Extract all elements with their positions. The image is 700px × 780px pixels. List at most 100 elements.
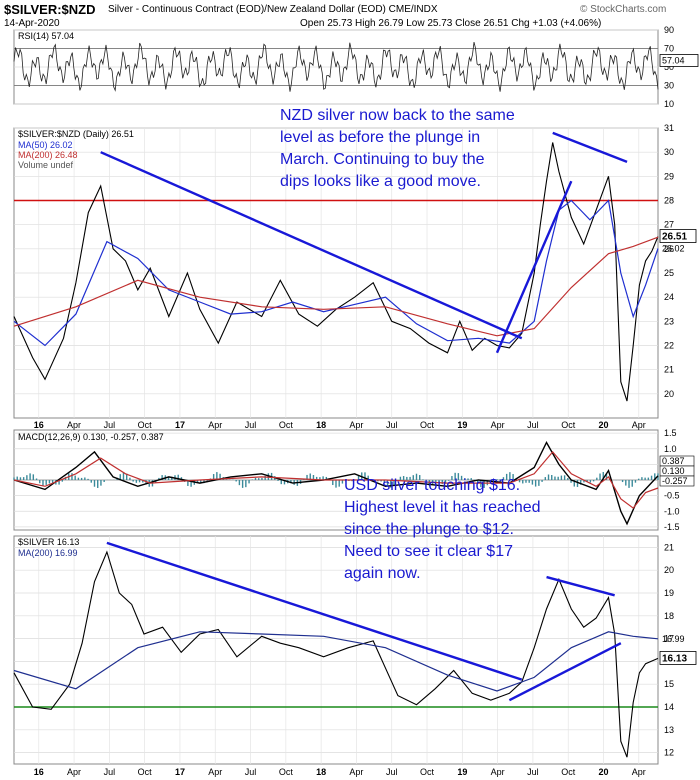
watermark: © StockCharts.com	[580, 4, 667, 15]
series-line-1-2	[13, 236, 659, 337]
y-tick-label-0-0: 90	[664, 25, 674, 35]
x-tick-label-1-15: Oct	[561, 420, 576, 430]
series-line-3-0	[13, 550, 659, 758]
chart-date: 14-Apr-2020	[4, 18, 60, 29]
symbol-description: Silver - Continuous Contract (EOD)/New Z…	[108, 4, 438, 15]
x-tick-label-3-16: 20	[598, 767, 608, 777]
y-tick-label-3-9: 12	[664, 748, 674, 758]
x-tick-label-1-11: Oct	[420, 420, 435, 430]
y-tick-label-0-4: 10	[664, 99, 674, 109]
x-tick-label-1-17: Apr	[632, 420, 646, 430]
nzd-annotation-line-3: dips looks like a good move.	[280, 173, 481, 190]
usd-annotation-line-3: Need to see it clear $17	[344, 543, 513, 560]
x-tick-label-3-4: 17	[175, 767, 185, 777]
rsi-line	[13, 42, 659, 92]
y-tick-label-2-0: 1.5	[664, 428, 677, 438]
usd-legend-0: MA(200) 16.99	[18, 548, 78, 558]
x-tick-label-1-0: 16	[34, 420, 44, 430]
nzd-annotation-line-2: March. Continuing to buy the	[280, 151, 485, 168]
y-tick-label-3-8: 13	[664, 725, 674, 735]
x-tick-label-3-17: Apr	[632, 767, 646, 777]
y-tick-label-1-1: 30	[664, 147, 674, 157]
y-tick-label-0-3: 30	[664, 81, 674, 91]
x-tick-label-1-6: Jul	[245, 420, 257, 430]
y-tick-label-3-4: 17	[664, 634, 674, 644]
x-tick-label-3-0: 16	[34, 767, 44, 777]
y-tick-label-0-2: 50	[664, 62, 674, 72]
nzd-legend-2: Volume undef	[18, 160, 74, 170]
usd-trendline-down	[106, 541, 523, 681]
y-tick-label-2-4: -0.5	[664, 491, 680, 501]
x-tick-label-1-7: Oct	[279, 420, 294, 430]
x-tick-label-3-10: Jul	[386, 767, 398, 777]
macd-label-1: 0.130	[662, 466, 685, 476]
x-tick-label-3-7: Oct	[279, 767, 294, 777]
x-tick-label-1-13: Apr	[491, 420, 505, 430]
x-tick-label-3-15: Oct	[561, 767, 576, 777]
symbol-title: $SILVER:$NZD	[4, 2, 96, 17]
macd-label-box-2	[659, 475, 695, 487]
x-tick-label-1-14: Jul	[527, 420, 539, 430]
x-tick-label-3-1: Apr	[67, 767, 81, 777]
nzd-title: $SILVER:$NZD (Daily) 26.51	[18, 129, 134, 139]
y-tick-label-1-9: 22	[664, 341, 674, 351]
macd-title: MACD(12,26,9) 0.130, -0.257, 0.387	[18, 432, 164, 442]
y-tick-label-3-2: 19	[664, 588, 674, 598]
y-tick-label-2-5: -1.0	[664, 506, 680, 516]
nzd-trendline-down	[100, 151, 523, 340]
x-tick-label-3-5: Apr	[208, 767, 222, 777]
usd-last-box	[659, 651, 697, 665]
x-tick-label-3-8: 18	[316, 767, 326, 777]
series-line-1-0	[13, 142, 659, 402]
x-tick-label-1-12: 19	[457, 420, 467, 430]
y-tick-label-0-1: 70	[664, 44, 674, 54]
x-tick-label-3-13: Apr	[491, 767, 505, 777]
nzd-annotation-line-1: level as before the plunge in	[280, 129, 480, 146]
y-tick-label-1-7: 24	[664, 292, 674, 302]
rsi-title: RSI(14) 57.04	[18, 31, 74, 41]
series-line-2-1	[13, 450, 659, 509]
x-tick-label-1-10: Jul	[386, 420, 398, 430]
nzd-trendline-top	[552, 131, 628, 163]
y-tick-label-1-6: 25	[664, 268, 674, 278]
nzd-legend-1: MA(200) 26.48	[18, 150, 78, 160]
x-tick-label-1-2: Jul	[104, 420, 116, 430]
nzd-annotation-line-0: NZD silver now back to the same	[280, 107, 515, 124]
y-tick-label-3-0: 21	[664, 542, 674, 552]
y-tick-label-2-1: 1.0	[664, 444, 677, 454]
usd-title: $SILVER 16.13	[18, 537, 79, 547]
y-tick-label-3-1: 20	[664, 565, 674, 575]
nzd-last-label: 26.51	[662, 232, 687, 243]
x-tick-label-3-3: Oct	[138, 767, 153, 777]
x-tick-label-3-6: Jul	[245, 767, 257, 777]
y-tick-label-1-3: 28	[664, 196, 674, 206]
usd-annotation-line-0: USD silver touching $16.	[344, 477, 520, 494]
y-tick-label-3-6: 15	[664, 679, 674, 689]
x-tick-label-3-2: Jul	[104, 767, 116, 777]
symbol-label: $SILVER:$NZD	[4, 2, 96, 17]
series-line-2-0	[13, 441, 659, 526]
series-line-1-1	[13, 199, 659, 347]
x-tick-label-1-4: 17	[175, 420, 185, 430]
y-tick-label-1-2: 29	[664, 171, 674, 181]
x-tick-label-1-5: Apr	[208, 420, 222, 430]
x-tick-label-3-11: Oct	[420, 767, 435, 777]
y-tick-label-1-0: 31	[664, 123, 674, 133]
y-tick-label-1-8: 23	[664, 316, 674, 326]
usd-trendline-top	[546, 575, 615, 597]
x-tick-label-3-9: Apr	[349, 767, 363, 777]
nzd-last-box	[659, 229, 697, 243]
panel-frame-3	[13, 535, 659, 765]
y-tick-label-1-4: 27	[664, 220, 674, 230]
rsi-last-box	[659, 54, 699, 67]
y-tick-label-3-3: 18	[664, 611, 674, 621]
y-tick-label-1-10: 21	[664, 365, 674, 375]
series-line-3-1	[13, 631, 659, 692]
x-tick-label-1-16: 20	[598, 420, 608, 430]
nzd-legend-0: MA(50) 26.02	[18, 140, 73, 150]
x-tick-label-1-8: 18	[316, 420, 326, 430]
usd-trendline-up	[508, 642, 622, 702]
x-tick-label-3-14: Jul	[527, 767, 539, 777]
usd-last-label: 16.13	[662, 653, 687, 664]
